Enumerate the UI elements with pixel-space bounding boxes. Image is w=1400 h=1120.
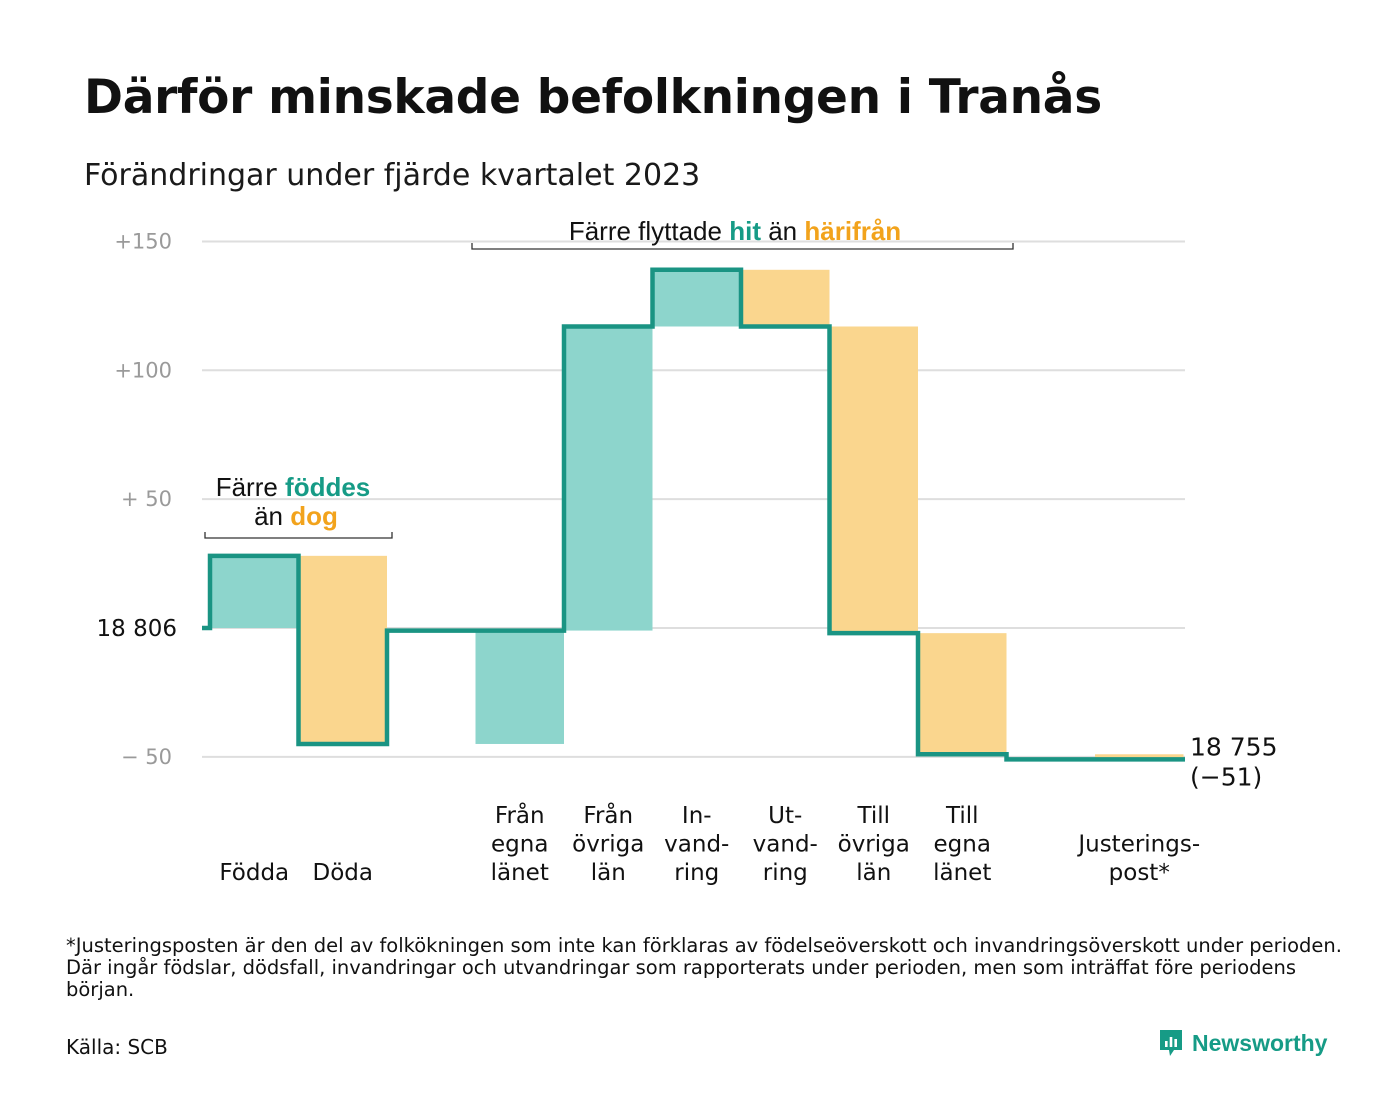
end-change-label: (−51) (1190, 762, 1262, 791)
bar-2 (298, 555, 387, 744)
bar-7 (829, 326, 918, 634)
category-label: länet (933, 860, 991, 886)
category-label: Från (495, 801, 545, 829)
category-label: län (856, 860, 891, 886)
annotation-text-part: härifrån (804, 216, 901, 246)
end-value-label: 18 755 (1190, 732, 1277, 761)
category-label: övriga (838, 832, 910, 858)
y-tick-label: +150 (114, 229, 172, 253)
category-label: län (591, 860, 626, 886)
category-label: egna (491, 832, 548, 858)
annotation-migration: Färre flyttade hit än härifrån (569, 216, 901, 246)
newsworthy-logo-icon (1160, 1030, 1182, 1056)
category-label: länet (491, 860, 549, 886)
annotation-births: Färre föddes (216, 472, 371, 502)
annotation-text-part: Färre flyttade (569, 216, 729, 246)
category-label: vand- (753, 832, 818, 858)
y-tick-label: − 50 (121, 745, 172, 769)
bar-layer (210, 269, 1184, 760)
category-label: Födda (219, 860, 289, 886)
cumulative-step-line (202, 267, 1185, 762)
annotation-text-part: än (254, 501, 290, 531)
bar-4 (564, 326, 653, 631)
category-label: ring (674, 860, 719, 886)
annotation-text-part: än (761, 216, 804, 246)
chart-subtitle: Förändringar under fjärde kvartalet 2023 (84, 158, 701, 193)
bar-9 (1095, 754, 1184, 760)
annotation-births-line2: än dog (254, 501, 338, 531)
bar-8 (918, 633, 1007, 755)
start-value-label: 18 806 (97, 616, 177, 642)
source-label: Källa: SCB (66, 1035, 168, 1059)
bar-6 (741, 269, 830, 327)
brand: Newsworthy (1158, 1028, 1327, 1058)
bar-5 (652, 269, 741, 327)
annotation-bracket-births (204, 532, 393, 539)
brand-name: Newsworthy (1192, 1029, 1328, 1056)
category-label: post* (1109, 860, 1170, 886)
footnote: *Justeringsposten är den del av folkökni… (66, 934, 1342, 1001)
annotation-text-part: hit (729, 216, 761, 246)
category-label: Till (945, 803, 979, 829)
category-label: Till (856, 803, 890, 829)
chart-title: Därför minskade befolkningen i Tranås (84, 70, 1102, 125)
category-label: ring (763, 860, 808, 886)
annotation-bracket-migration (471, 243, 1014, 250)
annotation-text-part: dog (290, 501, 338, 531)
category-label: vand- (664, 832, 729, 858)
y-tick-label: + 50 (121, 487, 172, 511)
category-label: egna (934, 832, 991, 858)
line-layer (202, 267, 1185, 762)
category-label: övriga (572, 832, 644, 858)
annotation-text-part: Färre (216, 472, 285, 502)
bar-3 (475, 630, 564, 744)
bar-1 (210, 555, 299, 628)
annotation-text-part: föddes (285, 472, 370, 502)
category-label: In- (682, 803, 712, 829)
category-label: Ut- (768, 803, 802, 829)
category-label: Döda (313, 860, 373, 886)
y-tick-label: +100 (114, 358, 172, 382)
category-label: Från (583, 801, 633, 829)
category-label: Justerings- (1076, 832, 1200, 858)
